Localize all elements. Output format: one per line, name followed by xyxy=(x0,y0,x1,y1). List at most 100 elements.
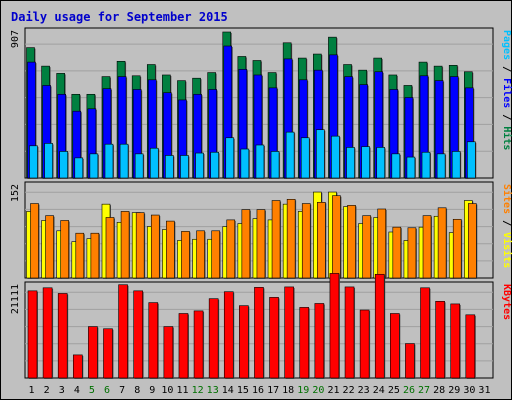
day-label: 31 xyxy=(478,385,490,396)
kbytes-bar xyxy=(314,303,325,379)
day-label: 8 xyxy=(134,385,140,396)
sites-bar xyxy=(392,226,402,279)
sites-bar xyxy=(332,195,341,279)
legend-sites: Sites xyxy=(501,184,512,214)
legend-hits: Hits xyxy=(501,126,512,150)
right-labels-kbytes: KBytes xyxy=(501,284,512,320)
sites-bar xyxy=(422,215,432,279)
kbytes-bar xyxy=(390,313,400,379)
label-separator: / xyxy=(501,108,512,126)
sites-bar xyxy=(286,199,296,279)
legend-pages: Pages xyxy=(501,30,512,60)
day-label: 10 xyxy=(161,385,173,396)
day-label: 28 xyxy=(433,385,445,396)
kbytes-bar xyxy=(57,293,68,379)
day-label: 15 xyxy=(237,385,249,396)
kbytes-bar xyxy=(193,310,204,379)
pages-bar xyxy=(255,144,265,179)
day-label: 23 xyxy=(358,385,370,396)
sites-bar xyxy=(347,205,356,279)
sites-bar xyxy=(241,209,251,279)
kbytes-bar xyxy=(254,287,264,379)
pages-bar xyxy=(391,153,401,179)
day-label: 2 xyxy=(44,385,50,396)
kbytes-bar xyxy=(344,286,355,379)
day-label: 3 xyxy=(59,385,65,396)
pages-bar xyxy=(225,137,235,179)
sites-bar xyxy=(437,207,447,279)
pages-bar xyxy=(421,151,431,179)
day-label: 19 xyxy=(297,385,309,396)
day-label: 13 xyxy=(207,385,219,396)
pages-bar xyxy=(59,151,68,179)
pages-bar xyxy=(180,155,189,179)
pages-bar xyxy=(44,143,53,179)
sites-bar xyxy=(105,217,115,279)
kbytes-bar xyxy=(450,303,461,379)
sites-bar xyxy=(166,220,175,279)
pages-bar xyxy=(104,143,114,179)
right-labels-pages-files-hits: Pages / Files / Hits xyxy=(501,30,512,150)
kbytes-bar xyxy=(374,273,385,379)
kbytes-bar xyxy=(88,326,98,379)
pages-bar xyxy=(134,153,144,179)
pages-bar xyxy=(376,147,386,179)
sites-bar xyxy=(362,215,371,279)
scale-label-kbytes: 21111 xyxy=(10,284,21,314)
sites-bar xyxy=(120,211,130,279)
sites-bar xyxy=(30,203,39,279)
kbytes-bar xyxy=(359,309,370,379)
pages-bar xyxy=(346,147,355,179)
sites-bar xyxy=(226,219,236,279)
day-label: 26 xyxy=(403,385,415,396)
kbytes-bar xyxy=(299,307,310,379)
day-label: 5 xyxy=(89,385,95,396)
pages-bar xyxy=(316,129,325,179)
right-labels-visits-sites: Sites / Visits xyxy=(501,184,512,268)
kbytes-bar xyxy=(465,314,476,379)
pages-bar xyxy=(119,143,129,179)
pages-bar xyxy=(300,137,310,179)
sites-bar xyxy=(256,209,266,279)
sites-bar xyxy=(196,230,205,279)
kbytes-bar xyxy=(284,286,294,379)
kbytes-bar xyxy=(27,290,38,379)
kbytes-bar xyxy=(329,273,340,379)
kbytes-bar xyxy=(72,354,83,379)
chart-title: Daily usage for September 2015 xyxy=(11,10,228,24)
sites-bar xyxy=(271,200,281,279)
pages-bar xyxy=(285,131,295,179)
pages-bar xyxy=(29,145,38,179)
kbytes-bar xyxy=(42,287,53,379)
kbytes-bar xyxy=(208,298,219,379)
kbytes-bar xyxy=(163,326,174,379)
kbytes-bar xyxy=(148,302,159,379)
day-label: 30 xyxy=(463,385,475,396)
kbytes-bar xyxy=(435,301,445,379)
day-label: 22 xyxy=(343,385,355,396)
day-label: 17 xyxy=(267,385,279,396)
label-separator: / xyxy=(501,214,512,232)
day-label: 4 xyxy=(74,385,80,396)
day-label: 6 xyxy=(104,385,110,396)
kbytes-bar xyxy=(420,287,430,379)
day-label: 27 xyxy=(418,385,430,396)
pages-bar xyxy=(467,141,476,179)
sites-bar xyxy=(150,214,160,279)
kbytes-bar xyxy=(118,284,128,379)
pages-bar xyxy=(149,147,159,179)
day-label: 29 xyxy=(448,385,460,396)
sites-bar xyxy=(135,212,145,279)
day-label: 11 xyxy=(176,385,188,396)
pages-bar xyxy=(361,146,370,179)
legend-kbytes: KBytes xyxy=(501,284,512,320)
day-label: 12 xyxy=(192,385,204,396)
pages-bar xyxy=(74,157,84,179)
day-label: 20 xyxy=(312,385,324,396)
day-label: 1 xyxy=(29,385,35,396)
sites-bar xyxy=(317,202,326,279)
sites-bar xyxy=(377,208,387,279)
sites-bar xyxy=(90,232,100,279)
